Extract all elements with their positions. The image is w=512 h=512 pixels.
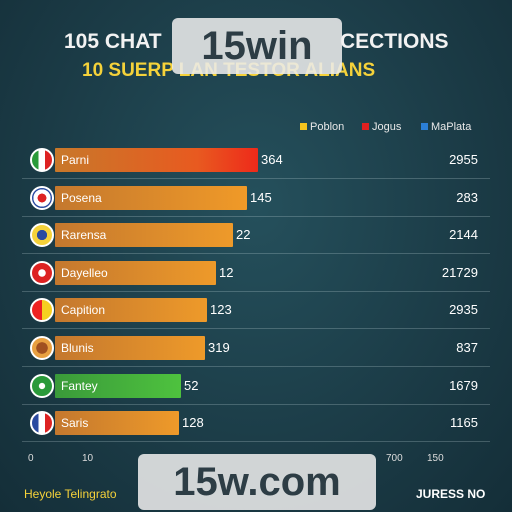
title-right: CECTIONS <box>340 30 449 53</box>
row-label: Capition <box>61 303 106 318</box>
row-icon <box>30 336 54 360</box>
row-icon <box>30 148 54 172</box>
row-separator <box>22 366 490 367</box>
row-label: Rarensa <box>61 228 107 243</box>
row-icon <box>30 298 54 323</box>
row-bar <box>55 336 205 360</box>
row-label: Posena <box>61 190 102 205</box>
row-bar <box>55 185 247 210</box>
row-separator <box>22 403 490 405</box>
row-label: Blunis <box>61 341 94 355</box>
axis-label: 150 <box>427 453 444 464</box>
watermark: 15win <box>172 18 342 74</box>
axis-label: 0 <box>28 453 34 464</box>
row-bar <box>55 148 258 172</box>
legend-label: Poblon <box>310 121 345 133</box>
axis-label: 700 <box>386 453 403 464</box>
row-bar <box>55 298 207 323</box>
row-separator <box>22 290 490 292</box>
legend-item: Jogus <box>362 121 401 133</box>
row-icon <box>30 260 54 285</box>
row-right-value: 2955 <box>449 152 478 167</box>
row-right-value: 2935 <box>449 302 478 318</box>
row-right-value: 21729 <box>441 264 478 280</box>
watermark: 15w.com <box>138 454 376 510</box>
row-value: 123 <box>210 302 232 318</box>
row-right-value: 283 <box>456 189 478 205</box>
row-icon <box>30 411 54 436</box>
row-label: Saris <box>61 416 89 431</box>
row-separator <box>22 215 490 217</box>
row-icon <box>30 223 54 248</box>
row-bar <box>55 373 181 398</box>
row-icon <box>30 373 54 398</box>
legend-label: Jogus <box>372 121 402 133</box>
legend-item: MaPlata <box>421 121 471 133</box>
row-icon <box>30 185 54 210</box>
footer-right: JURESS NO <box>416 487 486 501</box>
row-value: 22 <box>236 227 251 243</box>
row-bar <box>55 260 216 285</box>
row-value: 52 <box>184 377 199 393</box>
row-separator <box>22 253 490 255</box>
row-value: 12 <box>219 264 234 280</box>
row-separator <box>22 328 490 330</box>
row-value: 364 <box>261 152 283 167</box>
legend-label: MaPlata <box>431 121 472 133</box>
row-label: Fantey <box>61 378 98 393</box>
row-value: 145 <box>250 189 272 205</box>
title-left: 105 CHAT <box>64 30 162 53</box>
row-bar <box>55 411 179 436</box>
row-bar <box>55 223 233 248</box>
row-separator <box>22 441 490 443</box>
row-label: Dayelleo <box>61 265 108 280</box>
row-right-value: 837 <box>456 340 478 355</box>
row-right-value: 1165 <box>450 415 478 431</box>
row-separator <box>22 178 490 179</box>
axis-label: 10 <box>82 453 94 464</box>
row-value: 128 <box>182 415 204 431</box>
row-value: 319 <box>208 340 230 355</box>
row-label: Parni <box>61 153 90 167</box>
legend-item: Poblon <box>300 121 344 133</box>
footer-left: Heyole Telingrato <box>24 487 117 501</box>
row-right-value: 2144 <box>449 227 478 243</box>
row-right-value: 1679 <box>449 377 478 393</box>
